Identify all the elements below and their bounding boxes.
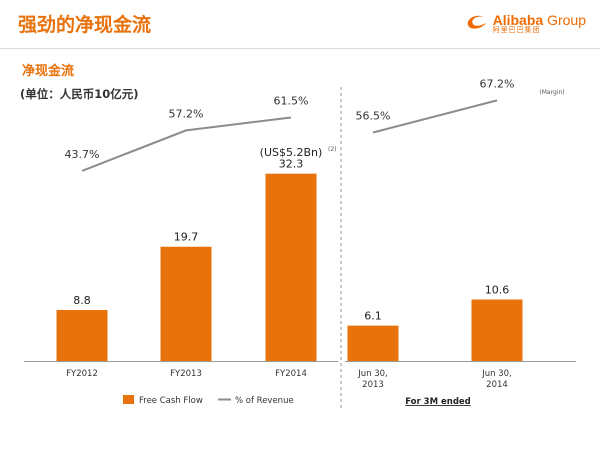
- percent-revenue-line-0: [81, 116, 292, 172]
- bar-0-2: [265, 173, 317, 361]
- legend-line-label: % of Revenue: [235, 396, 294, 406]
- bar-1-1: [471, 299, 523, 361]
- bar-value-label: 32.3: [279, 158, 304, 171]
- annotation-footnote-mark: (2): [328, 146, 337, 153]
- bar-value-label: 10.6: [485, 284, 510, 297]
- alibaba-logo-icon: [467, 15, 486, 29]
- category-tick-label: Jun 30,: [481, 369, 512, 379]
- percent-label: 61.5%: [274, 95, 309, 108]
- unit-label: (单位：人民币10亿元): [20, 87, 139, 101]
- category-tick-label: 2014: [486, 380, 508, 390]
- margin-label: (Margin): [539, 89, 564, 96]
- category-tick-label: 2013: [362, 380, 384, 390]
- bar-value-label: 19.7: [174, 231, 199, 244]
- percent-label: 56.5%: [356, 110, 391, 123]
- section-title: 净现金流: [22, 64, 75, 79]
- bar-value-label: 6.1: [364, 310, 382, 323]
- logo-wordmark: Alibaba Group: [492, 11, 586, 28]
- period-footnote: For 3M ended: [405, 397, 471, 407]
- percent-label: 57.2%: [169, 107, 204, 120]
- percent-label: 67.2%: [480, 77, 515, 90]
- bar-value-label: 8.8: [73, 294, 91, 307]
- legend-bar-label: Free Cash Flow: [139, 396, 203, 406]
- category-tick-label: FY2012: [66, 369, 98, 379]
- alibaba-logo: Alibaba Group 阿里巴巴集团: [464, 8, 586, 38]
- bar-0-1: [160, 246, 212, 361]
- header-divider: [0, 48, 600, 49]
- category-tick-label: FY2013: [170, 369, 202, 379]
- bar-0-0: [56, 309, 108, 361]
- percent-revenue-line-1: [372, 99, 498, 134]
- legend-bar-swatch: [123, 395, 134, 404]
- logo-subtitle: 阿里巴巴集团: [492, 25, 541, 34]
- bar-1-0: [347, 325, 399, 361]
- percent-label: 43.7%: [65, 148, 100, 161]
- page-title: 强劲的净现金流: [18, 14, 152, 36]
- category-tick-label: Jun 30,: [357, 369, 388, 379]
- category-tick-label: FY2014: [275, 369, 307, 379]
- usd-annotation: (US$5.2Bn): [260, 146, 323, 159]
